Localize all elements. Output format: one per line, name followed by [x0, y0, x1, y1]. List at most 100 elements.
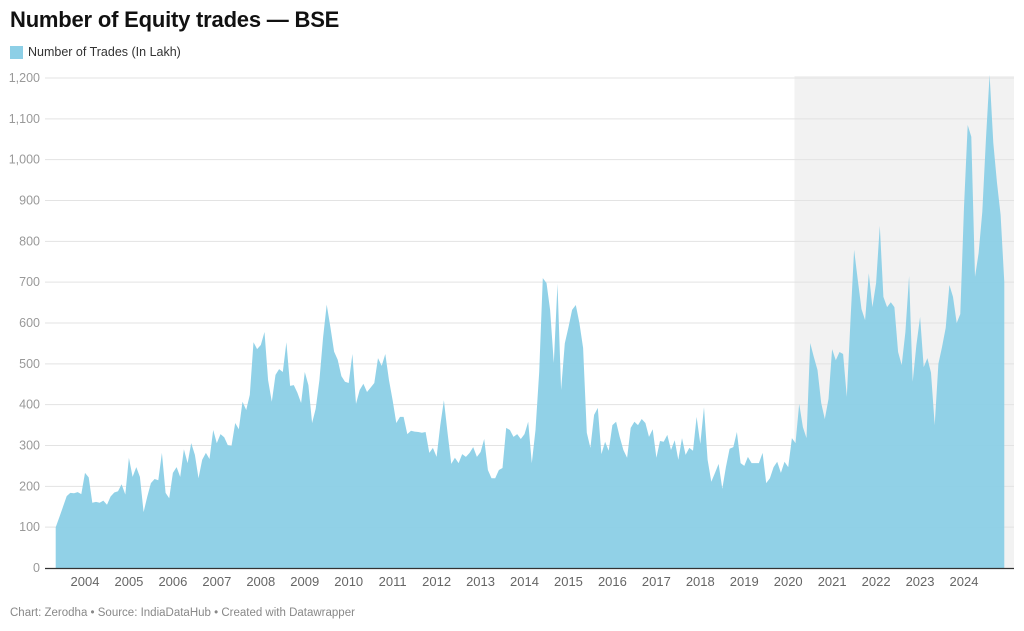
data-point	[183, 448, 185, 450]
data-point	[381, 365, 383, 367]
data-point	[710, 481, 712, 483]
data-point	[784, 461, 786, 463]
data-point	[421, 432, 423, 434]
data-point	[216, 442, 218, 444]
data-point	[978, 252, 980, 254]
data-point	[1000, 214, 1002, 216]
data-point	[945, 327, 947, 329]
data-point	[458, 462, 460, 464]
data-point	[333, 351, 335, 353]
data-point	[769, 477, 771, 479]
data-point	[787, 466, 789, 468]
data-point	[593, 414, 595, 416]
x-tick-label: 2006	[158, 574, 187, 589]
data-point	[165, 492, 167, 494]
y-tick-label: 800	[19, 234, 40, 248]
data-point	[494, 477, 496, 479]
data-point	[454, 457, 456, 459]
y-tick-label: 1,200	[9, 71, 40, 85]
data-point	[99, 502, 101, 504]
data-point	[849, 319, 851, 321]
data-point	[549, 309, 551, 311]
data-point	[765, 482, 767, 484]
data-point	[241, 401, 243, 403]
data-point	[758, 462, 760, 464]
data-point	[824, 418, 826, 420]
data-point	[146, 496, 148, 498]
data-point	[337, 359, 339, 361]
data-point	[263, 331, 265, 333]
data-point	[106, 504, 108, 506]
data-point	[384, 353, 386, 355]
data-point	[425, 431, 427, 433]
data-point	[882, 296, 884, 298]
data-point	[110, 496, 112, 498]
x-tick-label: 2004	[71, 574, 100, 589]
data-point	[432, 447, 434, 449]
data-point	[571, 309, 573, 311]
data-point	[220, 433, 222, 435]
data-point	[417, 431, 419, 433]
data-point	[659, 440, 661, 442]
data-point	[553, 362, 555, 364]
data-point	[176, 466, 178, 468]
data-point	[703, 406, 705, 408]
data-point	[399, 416, 401, 418]
data-point	[666, 434, 668, 436]
data-point	[545, 282, 547, 284]
data-point	[806, 437, 808, 439]
data-point	[773, 466, 775, 468]
data-point	[282, 371, 284, 373]
data-point	[871, 306, 873, 308]
data-point	[776, 461, 778, 463]
data-point	[542, 277, 544, 279]
data-point	[842, 353, 844, 355]
x-tick-label: 2020	[774, 574, 803, 589]
data-point	[531, 462, 533, 464]
data-point	[615, 421, 617, 423]
x-tick-label: 2012	[422, 574, 451, 589]
y-tick-label: 700	[19, 275, 40, 289]
data-point	[498, 469, 500, 471]
data-point	[124, 494, 126, 496]
data-point	[58, 516, 60, 518]
x-tick-label: 2016	[598, 574, 627, 589]
data-point	[436, 456, 438, 458]
data-point	[359, 389, 361, 391]
data-point	[813, 356, 815, 358]
data-point	[934, 424, 936, 426]
data-point	[985, 137, 987, 139]
data-point	[483, 438, 485, 440]
data-point	[718, 463, 720, 465]
data-point	[992, 142, 994, 144]
data-point	[520, 438, 522, 440]
data-point	[791, 437, 793, 439]
x-tick-label: 2005	[114, 574, 143, 589]
data-point	[641, 418, 643, 420]
data-point	[73, 492, 75, 494]
data-point	[930, 372, 932, 374]
data-point	[901, 364, 903, 366]
data-point	[589, 447, 591, 449]
area-series	[55, 74, 1005, 568]
data-point	[296, 392, 298, 394]
data-point	[450, 463, 452, 465]
data-point	[487, 469, 489, 471]
data-point	[893, 306, 895, 308]
data-point	[392, 400, 394, 402]
y-tick-label: 900	[19, 194, 40, 208]
data-point	[890, 301, 892, 303]
data-point	[762, 452, 764, 454]
data-point	[344, 381, 346, 383]
data-point	[923, 366, 925, 368]
x-tick-label: 2009	[290, 574, 319, 589]
data-point	[187, 462, 189, 464]
data-point	[88, 476, 90, 478]
data-point	[732, 446, 734, 448]
data-point	[318, 379, 320, 381]
data-point	[278, 368, 280, 370]
data-point	[795, 442, 797, 444]
data-point	[538, 371, 540, 373]
data-point	[154, 478, 156, 480]
data-point	[820, 402, 822, 404]
